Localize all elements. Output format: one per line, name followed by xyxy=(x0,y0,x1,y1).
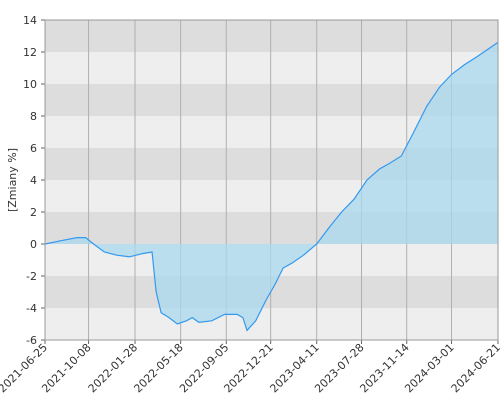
y-tick-label: 0 xyxy=(30,238,37,251)
y-tick-label: -4 xyxy=(26,302,37,315)
y-axis-label: [Zmiany %] xyxy=(6,148,19,212)
y-tick-label: -6 xyxy=(26,334,37,347)
grid-band xyxy=(45,20,498,52)
grid-band xyxy=(45,84,498,116)
grid-band xyxy=(45,52,498,84)
y-tick-label: 4 xyxy=(30,174,37,187)
grid-band xyxy=(45,308,498,340)
y-tick-label: -2 xyxy=(26,270,37,283)
plot-frame xyxy=(44,19,499,341)
line xyxy=(44,41,499,332)
y-tick-label: 8 xyxy=(30,110,37,123)
x-tick-label: 2024-06-21 xyxy=(449,341,500,395)
y-tick-label: 6 xyxy=(30,142,37,155)
y-tick-label: 2 xyxy=(30,206,37,219)
y-tick-label: 14 xyxy=(23,14,37,27)
y-tick-label: 10 xyxy=(23,78,37,91)
area xyxy=(45,42,498,331)
y-tick-label: 12 xyxy=(23,46,37,59)
